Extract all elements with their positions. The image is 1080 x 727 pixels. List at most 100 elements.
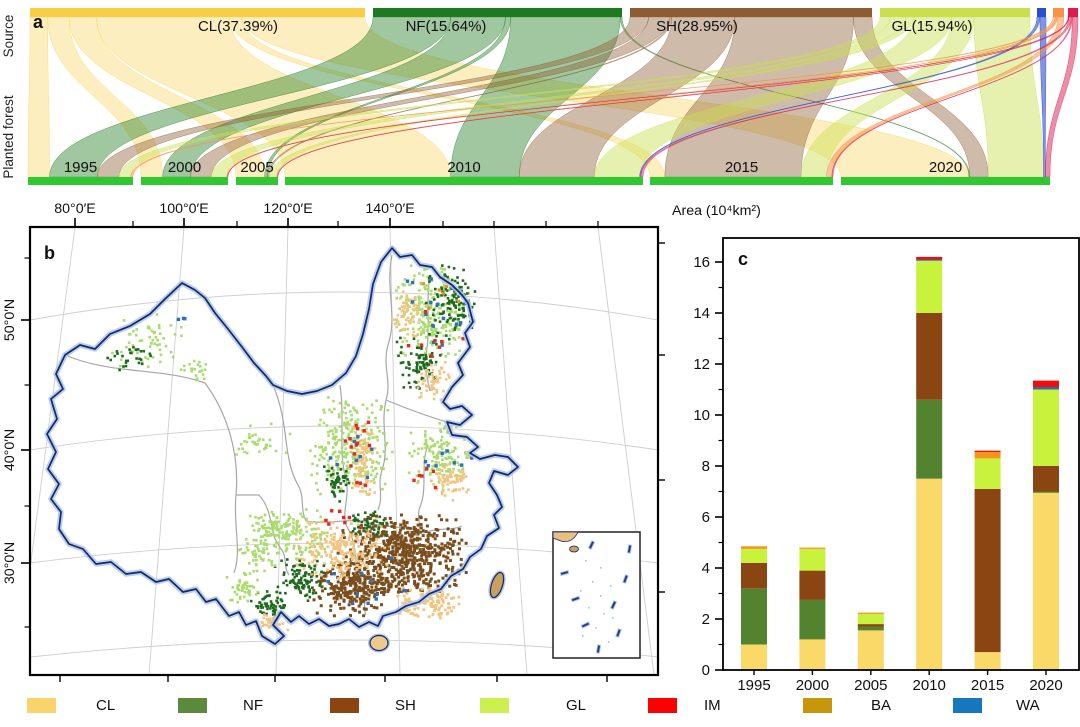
- sankey-source-bar-BA: [1053, 8, 1064, 17]
- map-dot-cluster-GL: [238, 534, 282, 576]
- sankey-year-label-2005: 2005: [240, 159, 273, 176]
- map-dot-cluster-CL: [396, 586, 461, 620]
- bar-segment-IM-2015: [974, 450, 1001, 452]
- map-dot-cluster-WA: [329, 435, 374, 480]
- map-dot-cluster-BA: [421, 282, 461, 310]
- sankey-source-bar-SH: [630, 8, 872, 17]
- panel-c-bar-chart: Area (10⁴km²) 0 2 4 6 8 10 12 14 16 1995 2000 2005 2…: [672, 203, 1080, 694]
- sankey-target-bar-2010: [285, 177, 643, 185]
- bar-segment-NF-2000: [799, 599, 826, 640]
- chart-y-tick-label: 14: [693, 305, 710, 322]
- chart-y-tick-label: 10: [693, 407, 710, 424]
- bar-segment-NF-2020: [1033, 491, 1059, 493]
- chart-y-axis-title: Area (10⁴km²): [672, 203, 761, 219]
- sankey-source-bar-IM: [1068, 8, 1078, 17]
- sankey-target-bar-2000: [141, 177, 228, 185]
- chart-y-tick-label: 0: [702, 662, 710, 679]
- legend-label-SH: SH: [395, 697, 416, 714]
- map-dot-cluster-GL: [111, 313, 183, 369]
- sankey-source-label-CL: CL(37.39%): [198, 18, 278, 35]
- legend-swatch-SH: [330, 698, 359, 713]
- chart-x-tick-label: 2015: [971, 677, 1004, 694]
- legend-swatch-CL: [27, 698, 56, 713]
- legend-label-NF: NF: [243, 697, 263, 714]
- bar-segment-WA-2010: [916, 259, 943, 261]
- chart-x-tick-label: 2020: [1029, 677, 1062, 694]
- china-border: [44, 245, 521, 647]
- bar-segment-SH-1995: [741, 562, 767, 589]
- bar-segment-WA-2020: [1033, 386, 1059, 390]
- chart-x-tick-label: 2005: [854, 677, 887, 694]
- legend-swatch-NF: [178, 698, 207, 713]
- map-dot-cluster-CL: [432, 456, 471, 502]
- bar-segment-CL-2005: [857, 630, 884, 670]
- chart-y-tick-label: 2: [702, 611, 710, 628]
- map-dot-cluster-GL: [225, 573, 259, 604]
- map-left-tick-label: 50°0′N: [2, 299, 18, 341]
- map-top-tick-label: 80°0′E: [54, 201, 95, 217]
- bar-segment-SH-2000: [799, 570, 826, 600]
- legend-label-GL: GL: [566, 697, 587, 714]
- sankey-flow-CL-1995: [27, 16, 50, 178]
- sankey-target-bar-2005: [236, 177, 278, 185]
- map-left-tick-label: 30°0′N: [2, 542, 18, 584]
- hainan-island: [368, 633, 390, 653]
- panel-a-sankey: CL(37.39%) NF(15.64%) SH(28.95%) GL(15.94%)…: [1, 8, 1079, 185]
- chart-frame: [722, 237, 1080, 671]
- bar-segment-BA-2000: [799, 547, 826, 549]
- map-dot-cluster-WA: [326, 556, 407, 606]
- map-dot-cluster-NF: [323, 465, 351, 503]
- south-china-sea-inset: [552, 531, 641, 659]
- map-dot-cluster-WA: [423, 449, 474, 468]
- sankey-year-label-2010: 2010: [447, 159, 480, 176]
- sankey-source-label-NF: NF(15.64%): [406, 18, 487, 35]
- map-dot-cluster-NF: [106, 346, 152, 372]
- map-axes: 80°0′E 100°0′E 120°0′E 140°0′E 50°0′N 40°0′N 3…: [2, 201, 665, 682]
- chart-y-tick-label: 4: [702, 560, 710, 577]
- legend-swatch-GL: [480, 698, 509, 713]
- sankey-source-label-SH: SH(28.95%): [656, 18, 738, 35]
- sankey-source-label-GL: GL(15.94%): [892, 18, 973, 35]
- bar-segment-NF-2005: [857, 626, 884, 631]
- map-dot-cluster-GL: [235, 422, 292, 456]
- legend-label-BA: BA: [871, 697, 892, 714]
- panel-a-label: a: [33, 12, 44, 32]
- panel-b-label: b: [44, 243, 55, 263]
- map-dot-cluster-CL: [416, 360, 451, 401]
- chart-y-tick-label: 8: [702, 458, 710, 475]
- map-top-tick-label: 100°0′E: [159, 201, 208, 217]
- bar-segment-GL-2000: [799, 548, 826, 571]
- bar-segment-CL-2000: [799, 639, 826, 670]
- bar-segment-CL-2020: [1033, 492, 1059, 670]
- sankey-source-bar-CL: [30, 8, 365, 17]
- sankey-source-bar-NF: [373, 8, 622, 17]
- bar-segment-BA-1995: [741, 546, 767, 549]
- sankey-year-label-2015: 2015: [725, 159, 758, 176]
- map-left-tick-label: 40°0′N: [2, 429, 18, 471]
- bar-segment-NF-1995: [741, 588, 767, 645]
- sankey-year-label-1995: 1995: [64, 159, 97, 176]
- bar-segment-GL-1995: [741, 548, 767, 563]
- map-dot-cluster-GL: [179, 359, 207, 382]
- bar-segment-CL-1995: [741, 644, 767, 670]
- china-border-line: [46, 247, 519, 645]
- axis-source-label: Source: [1, 15, 16, 58]
- sankey-source-bar-WA: [1037, 8, 1046, 17]
- chart-x-tick-label: 2000: [796, 677, 829, 694]
- map-dot-cluster-NF: [273, 558, 327, 602]
- map-dot-cluster-GL: [248, 510, 290, 542]
- map-frame: [28, 225, 660, 677]
- chart-y-tick-label: 16: [693, 254, 710, 271]
- sankey-target-bar-2020: [841, 177, 1050, 185]
- legend-label-CL: CL: [96, 697, 116, 714]
- legend: CL NF SH GL IM BA WA: [0, 692, 1080, 727]
- sankey-flow-GL-2020: [973, 16, 1044, 178]
- panel-c-label: c: [738, 249, 748, 269]
- map-top-tick-label: 140°0′E: [365, 201, 414, 217]
- bar-segment-GL-2020: [1033, 389, 1059, 466]
- map-dot-cluster-WA: [176, 316, 187, 322]
- legend-label-WA: WA: [1016, 697, 1040, 714]
- map-dot-cluster-SH: [336, 513, 468, 594]
- sankey-source-bar-GL: [880, 8, 1030, 17]
